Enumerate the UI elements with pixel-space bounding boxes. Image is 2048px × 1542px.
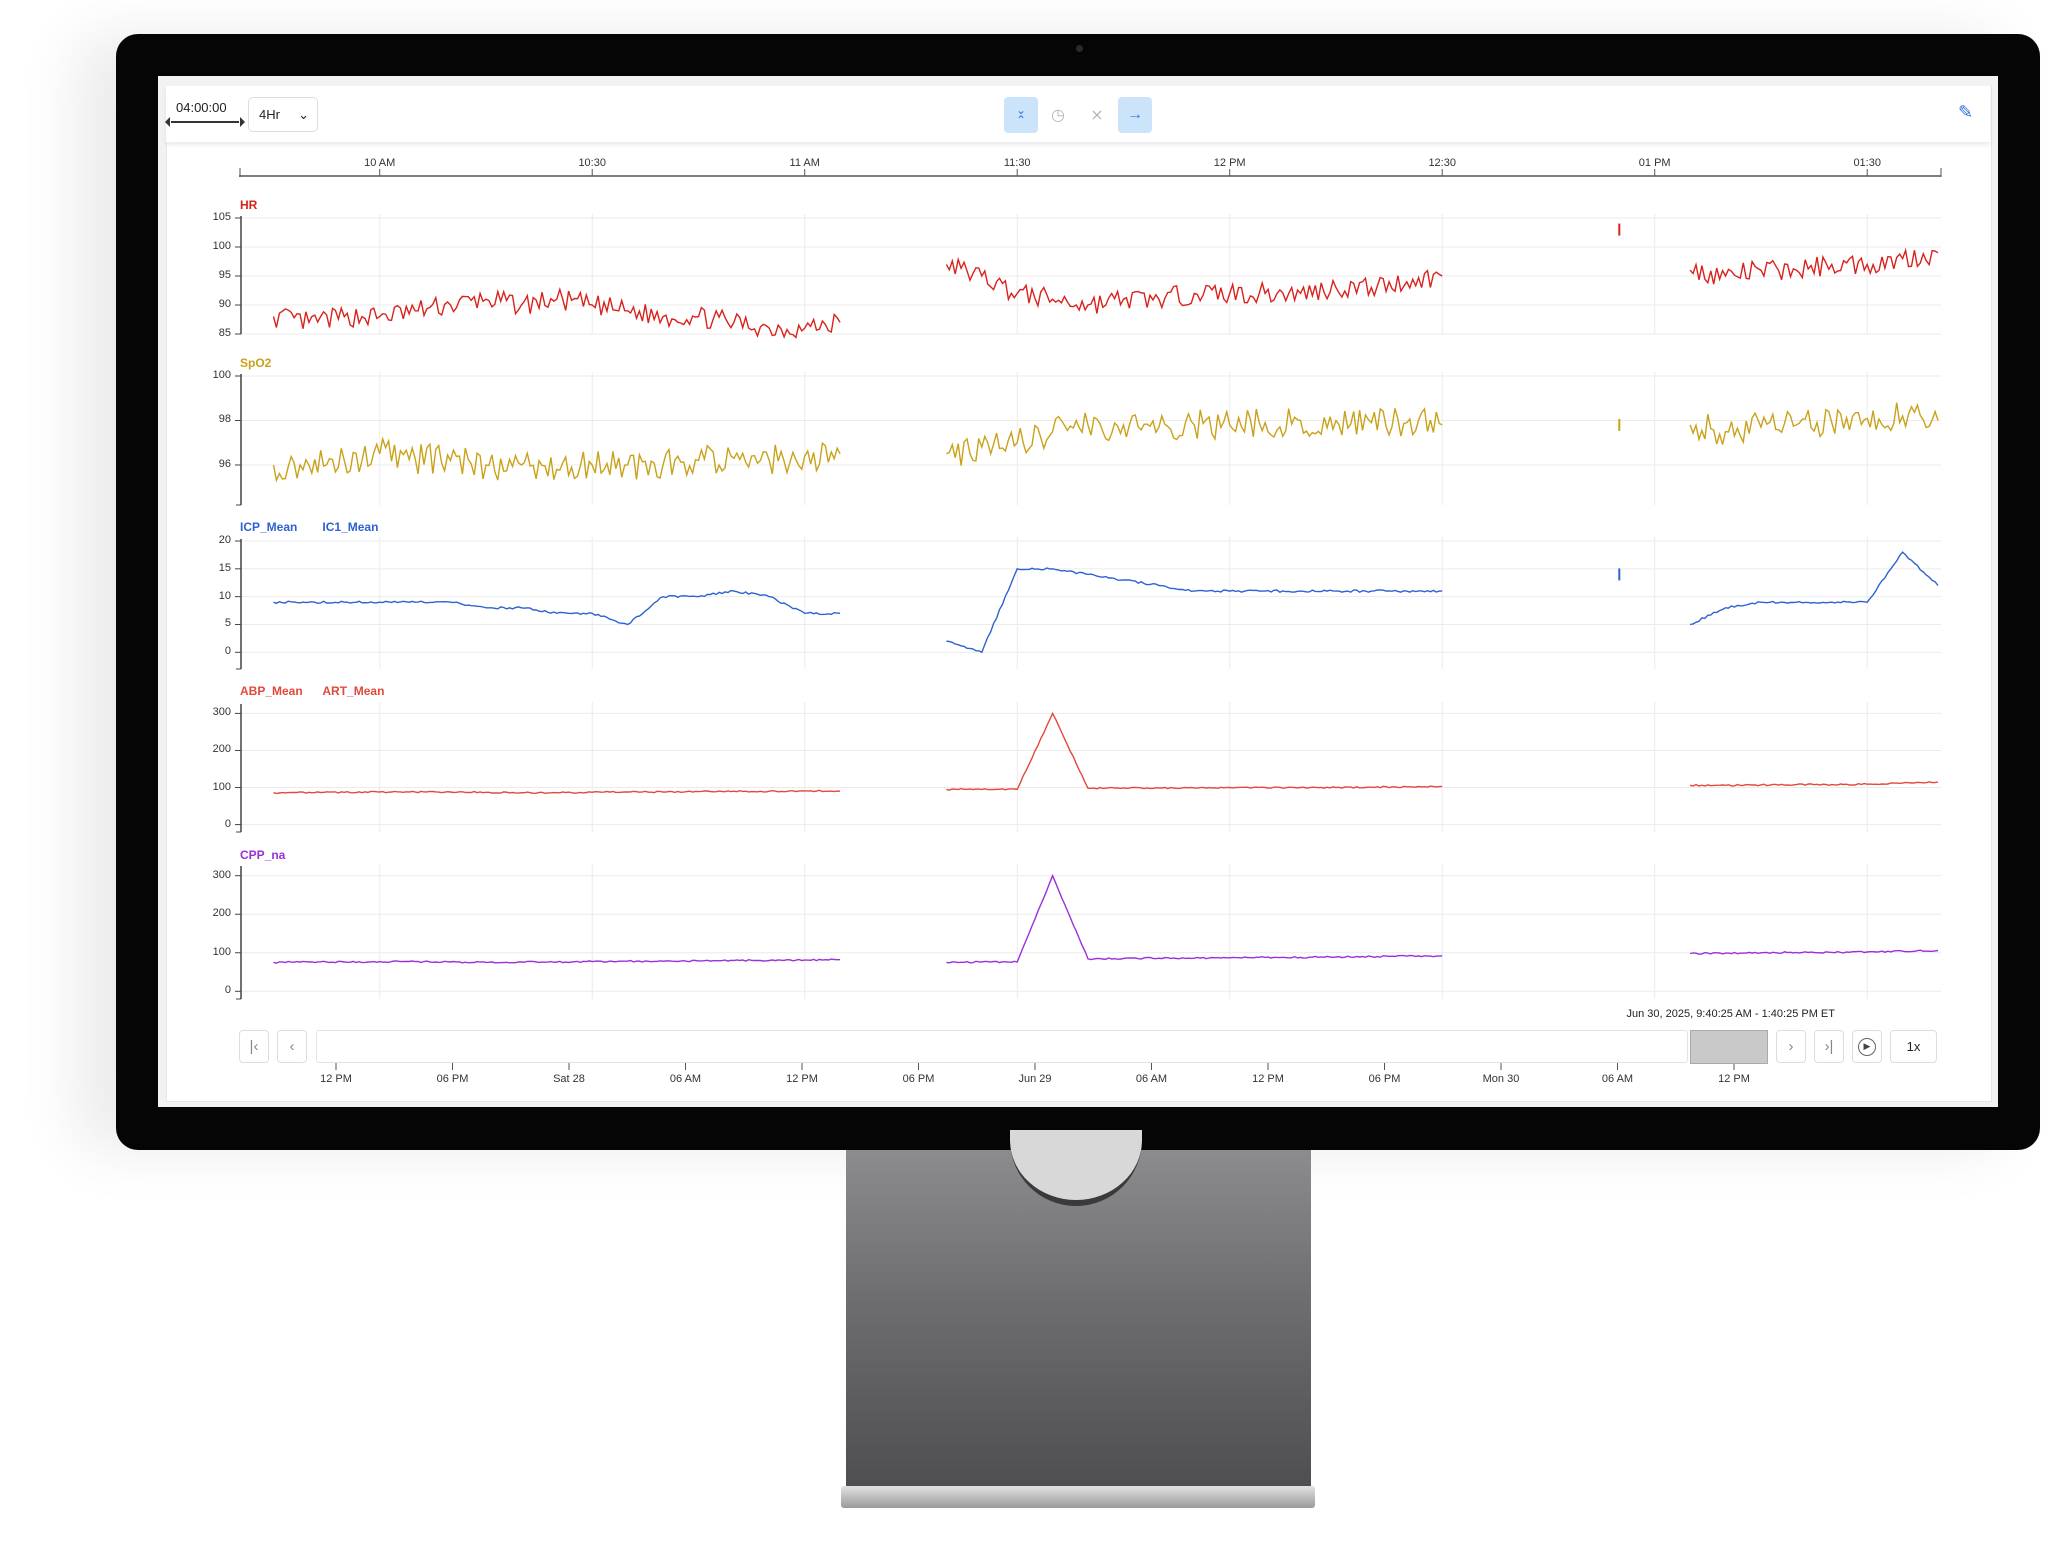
- prev-icon: ‹: [289, 1038, 295, 1055]
- time-tick-label: 10 AM: [364, 157, 396, 169]
- y-tick-label: 10: [218, 589, 231, 602]
- y-tick-label: 20: [218, 534, 231, 546]
- play-button[interactable]: ▶: [1852, 1030, 1882, 1063]
- navigator-tick-label: 12 PM: [1718, 1073, 1750, 1085]
- unlink-icon: ⨯: [1090, 107, 1104, 124]
- speed-select[interactable]: 1x: [1890, 1030, 1937, 1063]
- y-tick-label: 300: [212, 706, 231, 719]
- y-tick-label: 0: [224, 817, 231, 830]
- y-tick-label: 95: [218, 269, 231, 281]
- series-line: [272, 286, 841, 339]
- follow-live-button[interactable]: →: [1118, 97, 1152, 133]
- last-icon: ›|: [1824, 1038, 1834, 1055]
- range-select-value: 4Hr: [259, 107, 280, 122]
- series-label: IC1_Mean: [322, 520, 379, 534]
- speed-value: 1x: [1906, 1039, 1921, 1054]
- collapse-button[interactable]: ⌄ ⌃: [1004, 97, 1038, 133]
- series-line: [1689, 781, 1939, 787]
- navigator-tick-label: 06 AM: [1601, 1073, 1634, 1085]
- camera: [1076, 45, 1083, 52]
- y-tick-label: 200: [212, 907, 231, 920]
- timeline-track[interactable]: [316, 1030, 1688, 1063]
- y-tick-label: 100: [212, 240, 231, 252]
- y-tick-label: 85: [218, 327, 231, 339]
- navigator-tick-label: Mon 30: [1482, 1073, 1520, 1085]
- clock-button[interactable]: ◷: [1041, 97, 1075, 133]
- navigator-tick-label: Sat 28: [553, 1073, 585, 1085]
- series-line: [945, 256, 1443, 314]
- y-tick-label: 100: [212, 369, 231, 381]
- y-tick-label: 105: [212, 211, 231, 223]
- pencil-icon[interactable]: ✎: [1958, 102, 1974, 122]
- series-line: [1689, 402, 1939, 445]
- navigator-tick-label: 06 PM: [436, 1073, 469, 1085]
- navigator-tick-label: Jun 29: [1018, 1073, 1052, 1085]
- series-line: [946, 567, 1443, 654]
- monitor-stand: [846, 1150, 1311, 1488]
- visible-range-text: Jun 30, 2025, 9:40:25 AM - 1:40:25 PM ET: [1626, 1008, 1835, 1020]
- series-line: [1689, 551, 1939, 626]
- series-line: [946, 407, 1443, 466]
- y-tick-label: 200: [212, 743, 231, 756]
- app-window: [166, 86, 1992, 1102]
- y-tick-label: 90: [218, 298, 231, 310]
- chevron-down-icon: ⌄: [298, 106, 309, 122]
- next-icon: ›: [1788, 1038, 1794, 1055]
- series-line: [273, 789, 841, 795]
- y-tick-label: 100: [212, 780, 231, 793]
- last-button[interactable]: ›|: [1814, 1030, 1844, 1063]
- first-icon: |‹: [249, 1038, 259, 1055]
- time-tick-label: 11 AM: [789, 157, 820, 169]
- series-line: [946, 873, 1443, 964]
- series-line: [946, 711, 1443, 791]
- unlink-button[interactable]: ⨯: [1080, 97, 1114, 133]
- toolbar: [166, 86, 1990, 142]
- play-icon: ▶: [1858, 1037, 1876, 1056]
- series-label: HR: [240, 198, 258, 212]
- series-label: ART_Mean: [322, 684, 385, 698]
- navigator-tick-label: 06 PM: [902, 1073, 935, 1085]
- time-tick-label: 12:30: [1428, 157, 1456, 169]
- navigator-tick-label: 12 PM: [786, 1073, 818, 1085]
- series-line: [1689, 247, 1939, 285]
- stand-base: [841, 1486, 1315, 1508]
- y-tick-label: 0: [224, 984, 231, 997]
- series-label: ABP_Mean: [240, 684, 303, 698]
- range-select[interactable]: 4Hr ⌄: [248, 97, 318, 132]
- timeline-selection-handle[interactable]: [1690, 1030, 1768, 1064]
- next-button[interactable]: ›: [1776, 1030, 1806, 1063]
- first-button[interactable]: |‹: [239, 1030, 269, 1063]
- time-tick-label: 01 PM: [1638, 157, 1671, 169]
- series-label: CPP_na: [240, 848, 286, 862]
- series-label: ICP_Mean: [240, 520, 298, 534]
- series-line: [273, 958, 841, 964]
- time-tick-label: 11:30: [1003, 157, 1031, 169]
- y-tick-label: 300: [212, 868, 231, 881]
- series-label: SpO2: [240, 356, 272, 370]
- y-tick-label: 5: [224, 617, 231, 630]
- collapse-icon: ⌄ ⌃: [1015, 103, 1027, 127]
- y-tick-label: 98: [218, 413, 231, 426]
- time-tick-label: 10:30: [578, 157, 606, 169]
- time-tick-label: 01:30: [1853, 157, 1881, 169]
- series-line: [272, 436, 841, 483]
- double-arrow-icon: [165, 117, 245, 127]
- navigator-tick-label: 12 PM: [320, 1073, 352, 1085]
- navigator-tick-label: 12 PM: [1252, 1073, 1284, 1085]
- y-tick-label: 96: [218, 457, 231, 470]
- arrow-right-icon: →: [1127, 106, 1143, 123]
- navigator-tick-label: 06 AM: [1135, 1073, 1168, 1085]
- prev-button[interactable]: ‹: [277, 1030, 307, 1063]
- series-line: [273, 589, 841, 626]
- clock-icon: ◷: [1051, 107, 1065, 124]
- y-tick-label: 0: [224, 645, 231, 658]
- navigator-tick-label: 06 AM: [669, 1073, 702, 1085]
- y-tick-label: 100: [212, 945, 231, 958]
- duration-label: 04:00:00: [176, 100, 227, 115]
- navigator-tick-label: 06 PM: [1368, 1073, 1401, 1085]
- y-tick-label: 15: [218, 561, 231, 574]
- series-line: [1689, 949, 1939, 955]
- time-tick-label: 12 PM: [1213, 157, 1246, 169]
